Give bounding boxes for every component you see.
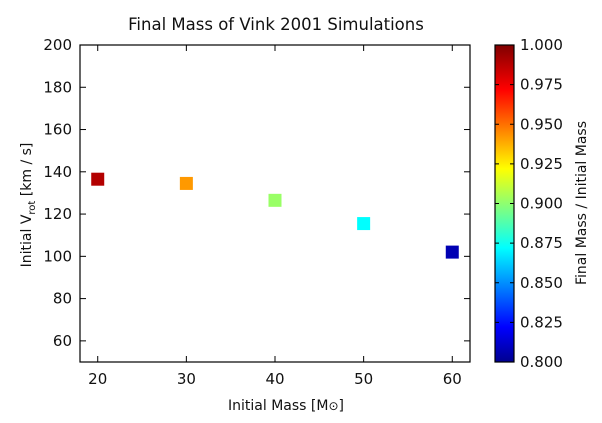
y-tick-label: 120 xyxy=(43,205,72,223)
data-point xyxy=(445,245,459,259)
colorbar-tick-label: 0.800 xyxy=(520,353,563,371)
colorbar-tick-label: 0.875 xyxy=(520,234,563,252)
x-tick-label: 60 xyxy=(443,370,462,388)
colorbar-tick-label: 0.975 xyxy=(520,76,563,94)
colorbar-tick-label: 0.825 xyxy=(520,313,563,331)
data-point xyxy=(179,176,193,190)
y-axis-label: Initial Vrot [km / s] xyxy=(19,143,38,268)
x-tick-label: 50 xyxy=(354,370,373,388)
y-tick-label: 200 xyxy=(43,36,72,54)
colorbar-tick-label: 0.950 xyxy=(520,115,563,133)
data-point xyxy=(357,217,371,231)
y-tick-label: 80 xyxy=(53,290,72,308)
data-point xyxy=(91,172,105,186)
y-tick-label: 60 xyxy=(53,332,72,350)
x-tick-label: 40 xyxy=(265,370,284,388)
plot-area: 20 30 40 50 60 60 80 100 120 140 160 180 200 xyxy=(43,36,471,388)
colorbar-tick-label: 1.000 xyxy=(520,36,563,54)
y-tick-label: 160 xyxy=(43,121,72,139)
colorbar-tick-label: 0.900 xyxy=(520,195,563,213)
chart-title: Final Mass of Vink 2001 Simulations xyxy=(128,15,424,34)
x-tick-label: 30 xyxy=(177,370,196,388)
colorbar-tick-label: 0.925 xyxy=(520,155,563,173)
x-tick-label: 20 xyxy=(88,370,107,388)
y-tick-label: 100 xyxy=(43,247,72,265)
colorbar-tick-label: 0.850 xyxy=(520,274,563,292)
data-point xyxy=(268,193,282,207)
colorbar-label: Final Mass / Initial Mass xyxy=(574,121,590,285)
y-tick-label: 140 xyxy=(43,163,72,181)
y-tick-label: 180 xyxy=(43,78,72,96)
colorbar: 0.800 0.825 0.850 0.875 0.900 0.925 0.950 0.975… xyxy=(494,36,563,371)
x-axis-label: Initial Mass [M⊙] xyxy=(228,398,344,414)
